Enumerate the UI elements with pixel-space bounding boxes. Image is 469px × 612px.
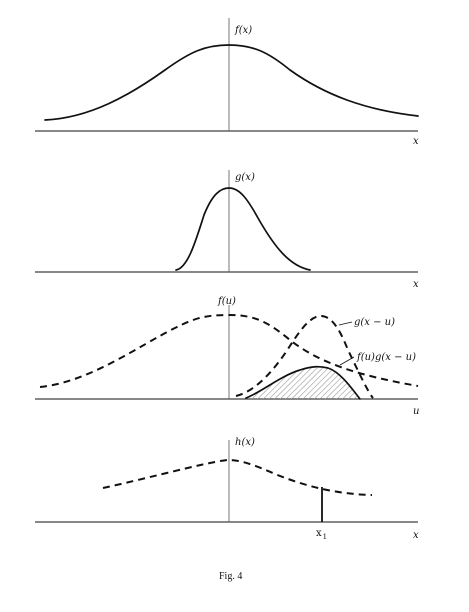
g-shifted-leader <box>338 321 353 326</box>
product-label: f(u)g(x − u) <box>356 352 416 363</box>
g-shifted-curve <box>235 314 374 399</box>
figure-caption: Fig. 4 <box>219 571 242 582</box>
f-curve <box>44 44 419 121</box>
product-curve <box>245 365 361 400</box>
f-u-curve <box>39 313 419 388</box>
panel-h-axis-label: x <box>413 530 419 541</box>
g-curve-label: g(x) <box>235 172 255 183</box>
g-curve <box>175 187 311 271</box>
panel-f: f(x) x <box>35 18 419 147</box>
product-leader <box>339 356 355 366</box>
x1-marker-main: x <box>316 528 322 539</box>
product-shaded-area <box>246 366 360 399</box>
x1-marker-label: x1 <box>316 528 327 541</box>
panel-h: h(x) x1 x <box>35 437 419 541</box>
panel-conv-axis-label: u <box>413 406 419 417</box>
x1-marker-subscript: 1 <box>323 533 327 541</box>
panel-f-axis-label: x <box>413 136 419 147</box>
f-curve-label: f(x) <box>234 25 252 36</box>
panel-g-axis-label: x <box>413 279 419 290</box>
panel-conv: f(u) g(x − u) f(u)g(x − u) u <box>35 296 419 417</box>
panel-g: g(x) x <box>35 170 419 290</box>
g-shifted-label: g(x − u) <box>354 317 395 328</box>
h-curve-label: h(x) <box>235 437 255 448</box>
f-u-label: f(u) <box>217 296 236 307</box>
h-curve <box>102 458 373 496</box>
